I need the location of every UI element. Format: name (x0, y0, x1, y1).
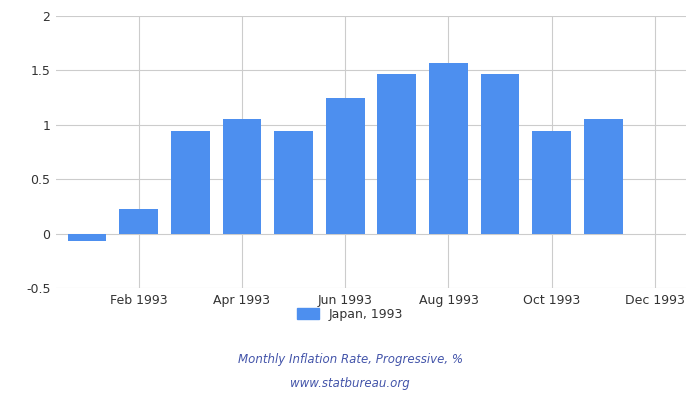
Bar (584, 119, 623, 234)
Text: Monthly Inflation Rate, Progressive, %: Monthly Inflation Rate, Progressive, % (237, 354, 463, 366)
Bar (171, 131, 209, 234)
Bar (326, 98, 365, 234)
Legend: Japan, 1993: Japan, 1993 (292, 303, 408, 326)
Bar (68, 234, 106, 241)
Bar (223, 119, 261, 234)
Bar (429, 63, 468, 234)
Bar (119, 208, 158, 234)
Bar (274, 131, 313, 234)
Bar (377, 74, 416, 234)
Bar (481, 74, 519, 234)
Bar (533, 131, 571, 234)
Text: www.statbureau.org: www.statbureau.org (290, 378, 410, 390)
